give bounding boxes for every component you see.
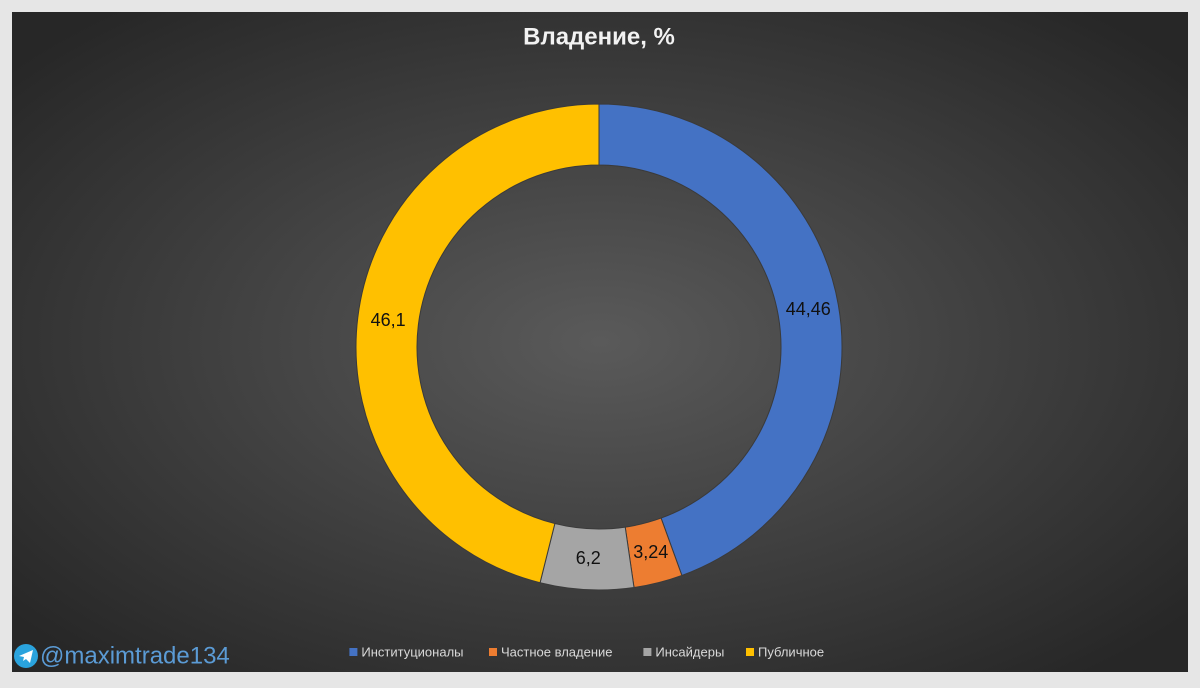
data-label: 44,46 [786,299,831,319]
watermark: @maximtrade134 [14,642,230,669]
legend-label: Инсайдеры [655,644,724,659]
data-label: 6,2 [576,548,601,568]
legend-label: Публичное [758,644,824,659]
telegram-plane [19,650,33,663]
chart-title: Владение, % [523,23,675,50]
legend-marker [746,648,754,656]
donut-slice [598,103,843,577]
donut-slice [355,103,600,584]
legend-label: Институционалы [361,644,463,659]
legend-marker [349,648,358,656]
data-label: 3,24 [633,542,668,562]
data-label: 46,1 [371,310,406,330]
legend-marker [489,648,497,656]
watermark-text: @maximtrade134 [40,642,230,669]
legend-marker [643,648,652,656]
legend-label: Частное владение [501,644,613,659]
